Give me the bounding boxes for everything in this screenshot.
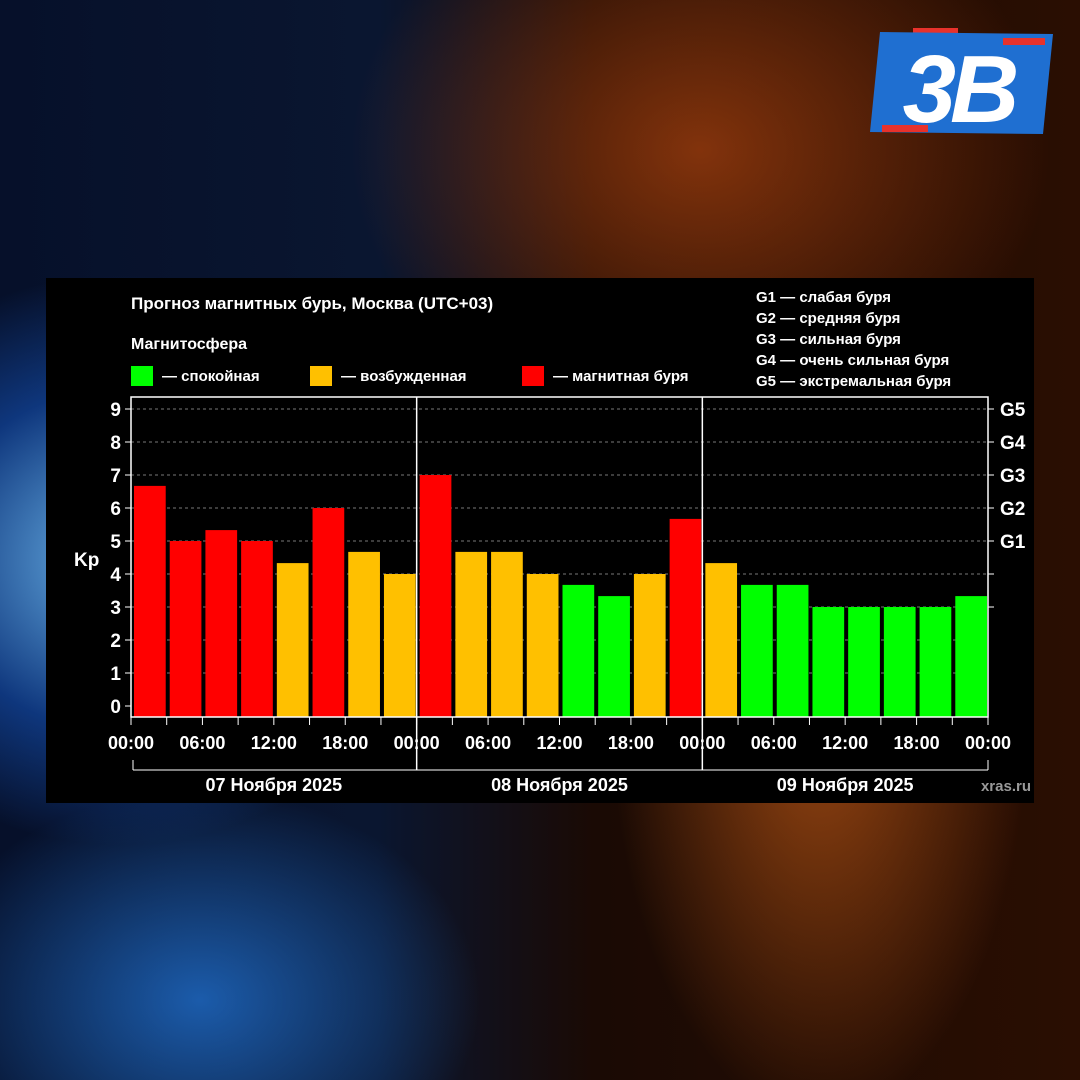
y-tick-label: 4 — [110, 565, 121, 586]
bar — [205, 530, 238, 717]
y-tick-label: 0 — [110, 697, 121, 718]
right-tick-label: G4 — [1000, 433, 1026, 454]
x-tick-label: 06:00 — [751, 733, 797, 753]
bar — [491, 551, 523, 717]
3v-logo: 3B — [870, 28, 1053, 140]
y-tick-label: 1 — [110, 664, 121, 685]
g-legend-item: G3 — сильная буря — [756, 331, 901, 348]
bar — [812, 607, 845, 717]
x-tick-label: 12:00 — [251, 733, 297, 753]
bar — [383, 574, 416, 717]
x-tick-label: 12:00 — [822, 733, 868, 753]
day-label: 08 Ноября 2025 — [491, 775, 628, 795]
x-tick-label: 00:00 — [965, 733, 1011, 753]
bar — [276, 563, 309, 717]
x-tick-label: 00:00 — [394, 733, 440, 753]
bar — [562, 584, 595, 717]
day-label: 09 Ноября 2025 — [777, 775, 914, 795]
bar — [848, 607, 880, 717]
y-tick-label: 7 — [110, 466, 121, 487]
g-legend-item: G4 — очень сильная буря — [756, 352, 949, 369]
bar — [134, 485, 166, 717]
chart-title: Прогноз магнитных бурь, Москва (UTC+03) — [131, 294, 493, 313]
legend-swatch — [522, 366, 544, 386]
x-tick-label: 18:00 — [322, 733, 368, 753]
bar — [633, 574, 666, 717]
x-tick-label: 00:00 — [679, 733, 725, 753]
bar — [241, 541, 273, 717]
day-label: 07 Ноября 2025 — [205, 775, 342, 795]
bar — [526, 574, 559, 717]
y-axis-label: Kp — [74, 550, 99, 571]
right-tick-label: G1 — [1000, 532, 1026, 553]
bar — [169, 541, 202, 717]
svg-text:3B: 3B — [903, 36, 1016, 140]
right-tick-label: G5 — [1000, 400, 1026, 421]
bar — [883, 607, 916, 717]
right-tick-label: G2 — [1000, 499, 1025, 520]
y-tick-label: 9 — [110, 400, 121, 421]
bar — [348, 551, 380, 717]
y-tick-label: 5 — [110, 532, 121, 553]
y-tick-label: 2 — [110, 631, 121, 652]
legend-title: Магнитосфера — [131, 336, 247, 353]
y-tick-label: 8 — [110, 433, 121, 454]
bar — [741, 584, 773, 717]
y-tick-label: 6 — [110, 499, 121, 520]
bar — [919, 607, 952, 717]
x-tick-label: 00:00 — [108, 733, 154, 753]
g-legend-item: G2 — средняя буря — [756, 310, 900, 327]
g-legend-item: G5 — экстремальная буря — [756, 373, 951, 390]
legend-swatch — [131, 366, 153, 386]
legend-label: — магнитная буря — [553, 368, 689, 385]
x-tick-label: 06:00 — [179, 733, 225, 753]
bar — [955, 596, 987, 717]
bar — [669, 518, 702, 717]
y-tick-label: 3 — [110, 598, 121, 619]
legend-label: — спокойная — [162, 368, 260, 385]
right-tick-label: G3 — [1000, 466, 1025, 487]
bar — [455, 551, 488, 717]
bar — [312, 508, 345, 717]
x-tick-label: 18:00 — [894, 733, 940, 753]
x-tick-label: 06:00 — [465, 733, 511, 753]
legend-swatch — [310, 366, 332, 386]
legend-label: — возбужденная — [341, 368, 467, 385]
bar — [419, 475, 452, 717]
bar — [598, 596, 630, 717]
bar — [776, 584, 809, 717]
bar — [705, 563, 738, 717]
x-tick-label: 18:00 — [608, 733, 654, 753]
x-tick-label: 12:00 — [536, 733, 582, 753]
source-label: xras.ru — [981, 778, 1031, 795]
g-legend-item: G1 — слабая буря — [756, 289, 891, 306]
